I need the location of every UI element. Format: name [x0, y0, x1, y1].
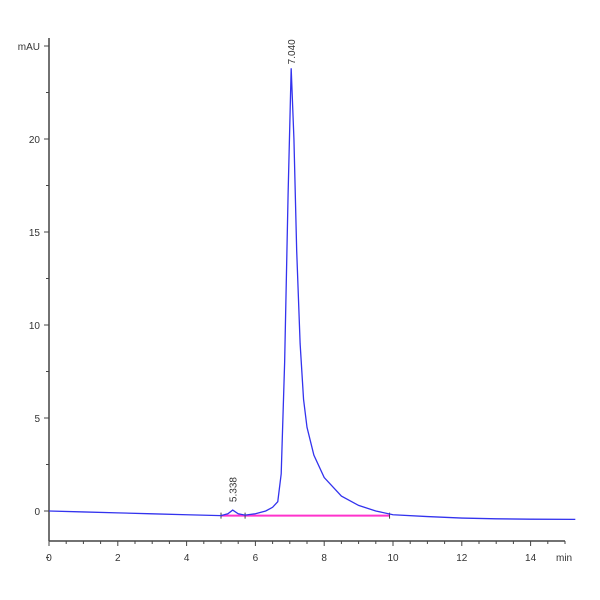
x-tick-label: 8	[321, 553, 327, 564]
y-tick-label: 10	[29, 321, 41, 332]
x-tick-label: 2	[115, 553, 121, 564]
peak-label: 7.040	[287, 39, 298, 64]
y-tick-label: 15	[29, 228, 41, 239]
x-tick-label: 12	[456, 553, 468, 564]
y-tick-label: 5	[34, 414, 40, 425]
x-tick-label: 0	[46, 553, 52, 564]
x-tick-label: 10	[387, 553, 399, 564]
x-tick-label: 4	[184, 553, 190, 564]
x-axis-label: min	[556, 553, 572, 564]
x-tick-label: 6	[253, 553, 259, 564]
x-tick-label: 14	[525, 553, 537, 564]
y-tick-label: 20	[29, 135, 41, 146]
y-tick-label: 0	[34, 507, 40, 518]
peak-label: 5.338	[229, 477, 240, 502]
signal-line	[48, 68, 576, 521]
y-axis-label: mAU	[18, 42, 40, 53]
